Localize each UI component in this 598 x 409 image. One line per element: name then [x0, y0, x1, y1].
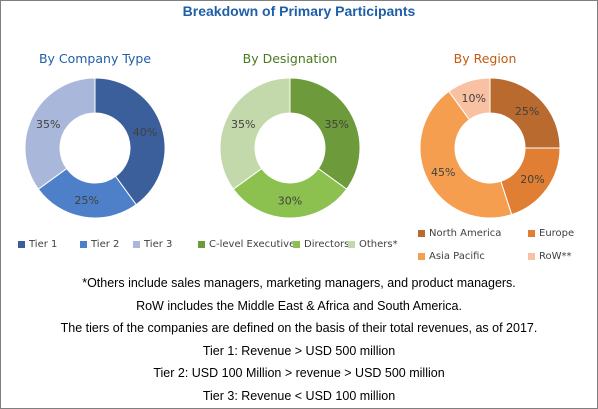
slice-asia-pacific — [420, 90, 513, 218]
legend-item-others: Others* — [348, 239, 398, 250]
region-chart-title: By Region — [453, 51, 517, 66]
legend-swatch — [18, 241, 25, 248]
legend-label: Tier 1 — [29, 239, 58, 250]
slice-label-tier-1: 40% — [133, 126, 157, 139]
slice-label-others: 35% — [231, 118, 255, 131]
footnote-tier-2: Tier 2: USD 100 Million > revenue > USD … — [153, 366, 445, 380]
legend-swatch — [418, 253, 425, 260]
legend-swatch — [293, 241, 300, 248]
slice-label-row: 10% — [462, 92, 486, 105]
slice-others — [220, 78, 291, 190]
region-donut: 25% 20% 45% 10% — [420, 78, 560, 218]
legend-swatch — [133, 241, 140, 248]
legend-label: Europe — [539, 228, 575, 239]
slice-tier-3 — [25, 78, 96, 190]
legend-label: Directors — [304, 239, 350, 250]
legend-item-europe: Europe — [528, 228, 574, 239]
slice-label-tier-2: 25% — [75, 194, 99, 207]
legend-label: Tier 2 — [91, 239, 120, 250]
legend-swatch — [528, 230, 535, 237]
legend-item-directors: Directors — [293, 239, 349, 250]
legend-label: Tier 3 — [144, 239, 173, 250]
legend-item-tier-3: Tier 3 — [133, 239, 172, 250]
slice-directors — [232, 167, 348, 218]
slice-c-level-executives — [289, 78, 360, 190]
designation-donut: 35% 30% 35% — [220, 78, 360, 218]
footnote-tier-1: Tier 1: Revenue > USD 500 million — [202, 343, 396, 358]
legend-item-c-level-executives: C-level Executives — [198, 239, 300, 250]
slice-row — [448, 78, 491, 121]
slice-label-directors: 30% — [278, 195, 302, 208]
footnotes: *Others include sales managers, marketin… — [0, 272, 598, 407]
legend-item-tier-1: Tier 1 — [18, 239, 57, 250]
footnote-tier-3: Tier 3: Revenue < USD 100 million — [202, 388, 396, 403]
slice-label-c-level-executives: 35% — [325, 118, 349, 131]
legend-swatch — [348, 241, 355, 248]
designation-chart-title: By Designation — [242, 51, 338, 66]
legend-label: North America — [429, 228, 502, 239]
legend-item-row: RoW** — [528, 251, 572, 262]
legend-swatch — [80, 241, 87, 248]
legend-label: Asia Pacific — [429, 251, 485, 262]
company-type-chart-title: By Company Type — [38, 51, 152, 66]
slice-label-north-america: 25% — [515, 105, 539, 118]
legend-swatch — [528, 253, 535, 260]
legend-swatch — [418, 230, 425, 237]
slice-tier-1 — [94, 78, 165, 206]
slice-label-europe: 20% — [520, 173, 544, 186]
footnote-others: *Others include sales managers, marketin… — [82, 276, 516, 290]
footnote-tiers: The tiers of the companies are defined o… — [60, 321, 538, 335]
main-title: Breakdown of Primary Participants — [182, 3, 416, 19]
slice-label-tier-3: 35% — [36, 118, 60, 131]
footnote-row: RoW includes the Middle East & Africa an… — [136, 298, 462, 313]
legend-item-north-america: North America — [418, 228, 501, 239]
legend-item-asia-pacific: Asia Pacific — [418, 251, 485, 262]
slice-label-asia-pacific: 45% — [431, 166, 455, 179]
company-type-donut: 40% 25% 35% — [25, 78, 165, 218]
legend-item-tier-2: Tier 2 — [80, 239, 119, 250]
legend-label: RoW** — [539, 251, 572, 262]
legend-label: C-level Executives — [209, 239, 301, 250]
legend-swatch — [198, 241, 205, 248]
legend-label: Others* — [359, 239, 398, 250]
